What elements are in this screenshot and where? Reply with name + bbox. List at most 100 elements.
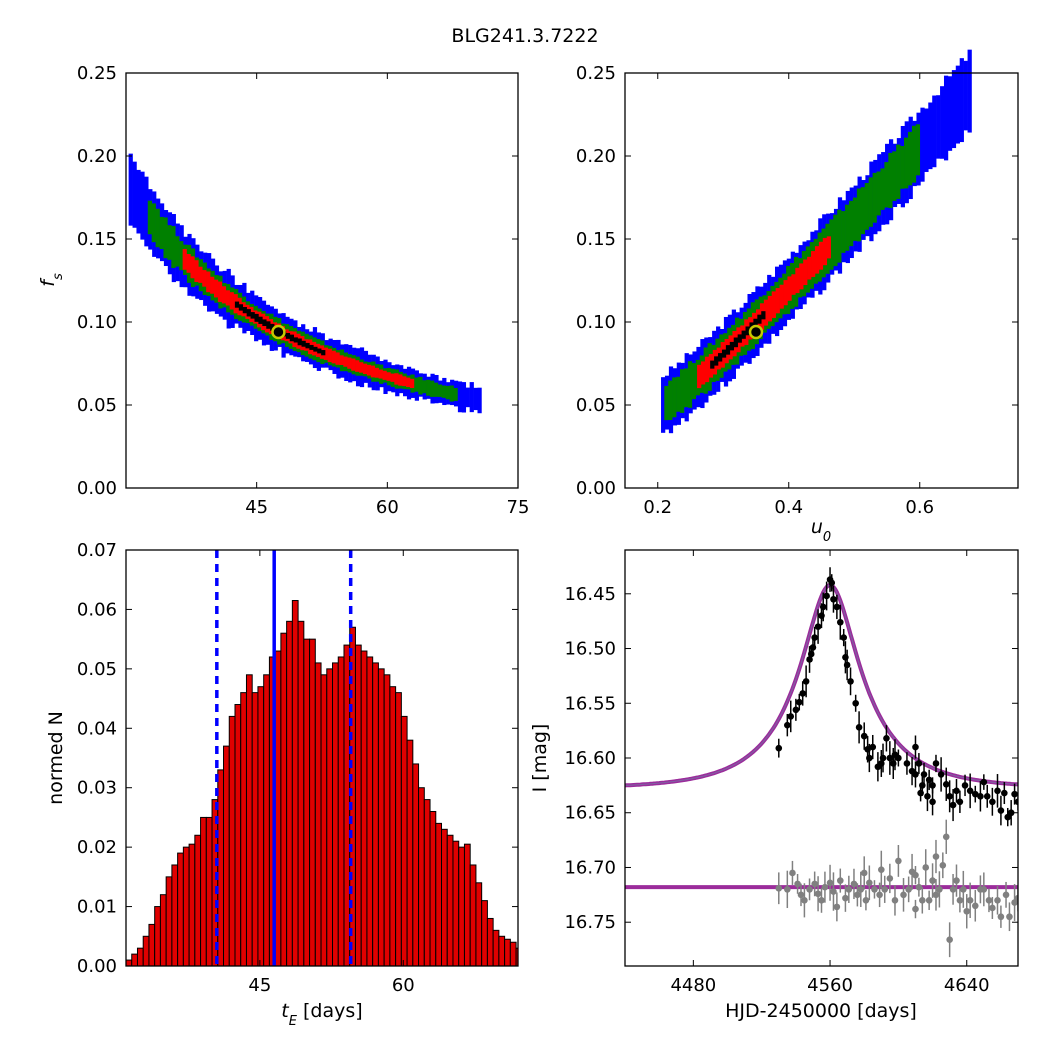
reference-data-point <box>801 897 808 904</box>
i-mag-tick-label: 16.55 <box>564 693 616 714</box>
data-point <box>937 771 945 778</box>
data-point <box>886 754 894 762</box>
heatmap-cell-2sigma <box>441 385 446 398</box>
data-point <box>795 698 803 706</box>
heatmap-cell-3sigma <box>932 95 937 168</box>
histogram-bar <box>177 852 184 967</box>
heatmap-cell-2sigma <box>860 187 866 235</box>
heatmap-cell-1sigma <box>818 241 824 270</box>
fs-tick-label: 0.05 <box>77 395 117 416</box>
normed-n-tick-label: 0.04 <box>77 718 117 739</box>
i-mag-tick-label: 16.75 <box>564 912 616 933</box>
heatmap-cell-best <box>321 350 326 356</box>
heatmap-cell-1sigma <box>826 236 831 259</box>
histogram-bar <box>429 810 437 967</box>
heatmap-cell-1sigma <box>814 246 820 274</box>
data-point <box>891 751 899 759</box>
heatmap-cell-2sigma <box>884 162 889 208</box>
heatmap-cell-2sigma <box>856 188 862 242</box>
normed-n-tick-label: 0.07 <box>77 540 117 561</box>
reference-data-point <box>929 877 936 884</box>
i-mag-tick-label: 16.65 <box>564 803 616 824</box>
histogram-bar <box>131 953 138 967</box>
reference-data-point <box>895 857 902 865</box>
heatmap-cell-1sigma <box>225 290 230 306</box>
heatmap-cell-3sigma <box>940 86 945 159</box>
histogram-bar <box>441 828 448 967</box>
histogram-bar <box>377 668 385 967</box>
reference-data-point <box>915 883 923 891</box>
fs-tick-label: 0.05 <box>576 395 616 416</box>
heatmap-cell-1sigma <box>202 270 207 287</box>
hjd-axis-label: HJD-2450000 [days] <box>725 1000 917 1022</box>
fs-tick-label: 0.20 <box>576 146 616 167</box>
data-point <box>866 754 873 762</box>
histogram-bar <box>475 882 483 967</box>
heatmap-cell-2sigma <box>852 197 858 241</box>
data-point <box>983 793 991 800</box>
histogram-bar <box>245 674 253 967</box>
histogram-bar <box>332 662 339 967</box>
heatmap-cell-best <box>293 337 298 343</box>
fs-tick-label: 0.00 <box>77 478 117 499</box>
heatmap-cell-1sigma <box>339 355 344 366</box>
u0-tick-label: 0.4 <box>774 497 803 518</box>
data-point <box>925 776 933 784</box>
reference-data-point <box>836 877 844 884</box>
data-point <box>932 760 940 767</box>
heatmap-cell-3sigma <box>936 95 941 159</box>
heatmap-cell-2sigma <box>904 137 909 189</box>
histogram-bar <box>418 787 425 967</box>
plot-frame <box>125 72 519 489</box>
panel-u0-vs-fs: 0.2 0.4 0.60.000.050.100.150.200.25 u0 <box>576 49 1019 545</box>
histogram-bar <box>498 935 506 967</box>
heatmap-cell-best <box>258 316 263 324</box>
i-mag-tick-label: 16.70 <box>564 857 616 878</box>
histogram-bar <box>154 906 161 967</box>
histogram-bar <box>446 834 454 967</box>
heatmap-cell-3sigma <box>469 382 474 413</box>
heatmap-cell-3sigma <box>943 75 949 161</box>
heatmap-cell-1sigma <box>210 276 215 294</box>
heatmap-cell-3sigma <box>661 377 666 433</box>
histogram-bar <box>205 816 213 967</box>
histogram-bar <box>182 846 190 967</box>
heatmap-cell-best <box>718 353 723 362</box>
heatmap-cell-2sigma <box>829 219 834 270</box>
heatmap-cell-2sigma <box>179 241 184 271</box>
heatmap-cell-2sigma <box>167 225 172 260</box>
heatmap-cell-1sigma <box>190 256 195 279</box>
histogram-bar <box>395 692 402 967</box>
histogram-bar <box>263 674 270 967</box>
te-fs-axes: 45 60 75 0.00 0.05 0.10 0.15 0.20 0.25 <box>77 63 530 518</box>
heatmap-cell-1sigma <box>198 266 203 283</box>
reference-data-point <box>919 897 926 904</box>
heatmap-cell-1sigma <box>182 248 187 270</box>
histogram-bar <box>148 923 156 967</box>
data-point <box>989 798 996 806</box>
heatmap-cell-2sigma <box>864 182 869 230</box>
plot-frame <box>624 72 1019 489</box>
reference-data-point <box>794 880 801 888</box>
histogram-bar <box>481 900 488 967</box>
heatmap-cell-2sigma <box>683 368 689 408</box>
heatmap-cell-1sigma <box>795 267 800 294</box>
histogram-bar <box>486 917 494 967</box>
heatmap-cell-2sigma <box>833 214 838 267</box>
heatmap-cell-2sigma <box>175 236 180 267</box>
reference-data-point <box>850 880 858 888</box>
histogram-bar <box>400 715 408 967</box>
heatmap-cell-1sigma <box>335 352 340 365</box>
panel-light-curve: 4480 4560 4640 16.45 16.50 16.55 16.60 16.65 16.… <box>529 549 1019 1022</box>
heatmap-cell-3sigma <box>947 76 953 151</box>
histogram-bar <box>200 816 207 967</box>
reference-data-point <box>989 904 996 912</box>
heatmap-cell-1sigma <box>194 260 199 283</box>
data-point <box>1011 790 1018 798</box>
te-axis-label: tE [days] <box>281 1000 362 1029</box>
reference-data-point <box>932 853 940 860</box>
heatmap-cell-1sigma <box>406 377 411 388</box>
heatmap-cell-1sigma <box>327 348 332 363</box>
reference-data-point <box>862 897 870 904</box>
reference-data-point <box>857 886 865 893</box>
